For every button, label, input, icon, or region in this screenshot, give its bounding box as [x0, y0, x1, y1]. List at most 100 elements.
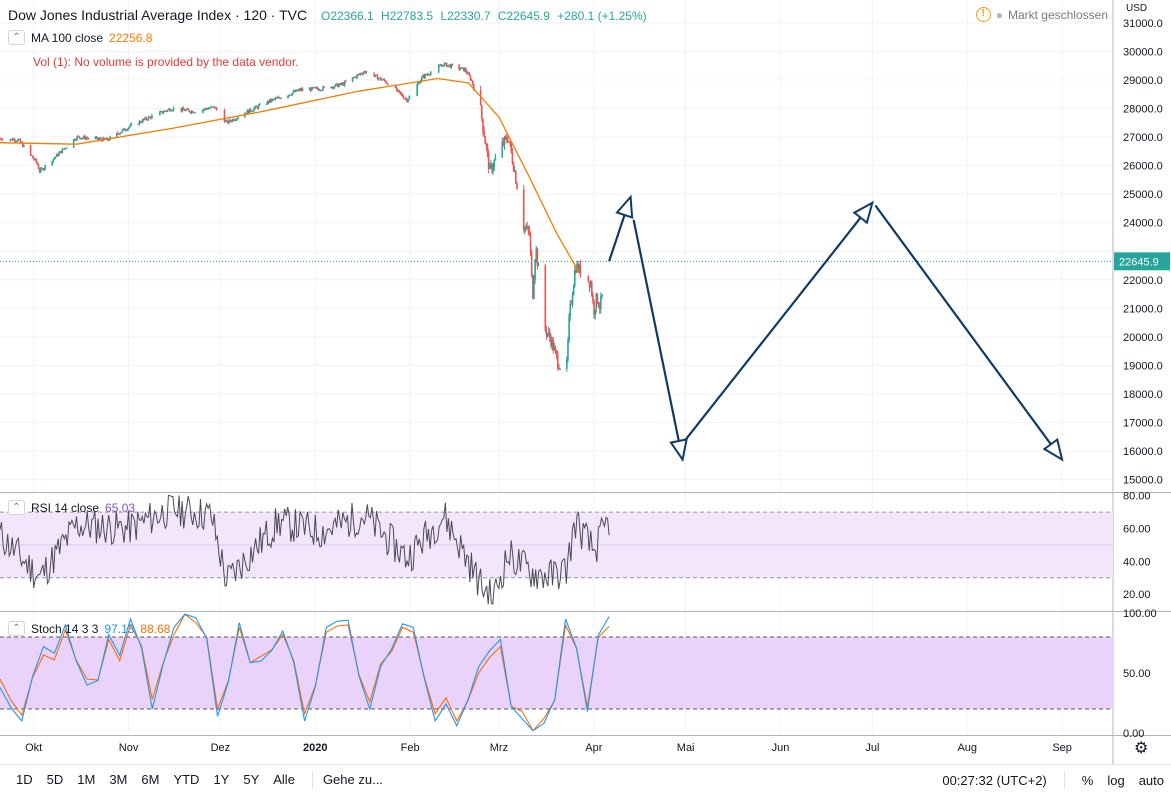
candle-254: [402, 95, 405, 99]
candle-body-76: [120, 132, 123, 134]
stoch-k-value: 97.13: [104, 621, 135, 636]
candle-173: [274, 96, 277, 101]
candle-16: [29, 144, 32, 156]
candle-56: [86, 136, 89, 140]
candle-6: [12, 138, 15, 141]
rsi-legend[interactable]: ⌃ RSI 14 close 65.03: [8, 500, 135, 515]
candle-86: [137, 123, 140, 125]
candle-277: [442, 65, 445, 68]
candle-body-142: [228, 119, 230, 124]
stoch-k-line: [0, 613, 610, 732]
candle-302: [482, 118, 484, 136]
candle-281: [447, 65, 449, 68]
log-toggle[interactable]: log: [1107, 772, 1125, 788]
candle-125: [202, 109, 204, 114]
candle-body-108: [169, 108, 171, 112]
settings-gear-icon[interactable]: ⚙: [1134, 740, 1149, 757]
candle-197: [313, 87, 315, 89]
grid-lines: [0, 0, 1113, 733]
candle-body-358: [568, 315, 570, 341]
market-status[interactable]: ! ● Markt geschlossen: [975, 7, 1108, 22]
candle-283: [449, 63, 451, 69]
candle-51: [80, 138, 83, 141]
candle-body-60: [96, 136, 99, 140]
range-ytd[interactable]: YTD: [173, 772, 200, 787]
candle-248: [395, 86, 398, 92]
candle-body-92: [144, 117, 146, 120]
candle-46: [75, 138, 77, 141]
candle-338: [534, 258, 536, 284]
candle-296: [469, 74, 472, 81]
candle-body-373: [592, 295, 594, 301]
candle-body-212: [335, 83, 338, 85]
candle-102: [162, 110, 165, 115]
candle-body-206: [323, 86, 326, 88]
candle-body-247: [394, 85, 397, 89]
range-1m[interactable]: 1M: [77, 772, 96, 787]
ma-legend[interactable]: ⌃ MA 100 close 22256.8: [8, 30, 152, 45]
candle-body-42: [64, 148, 67, 150]
range-6m[interactable]: 6M: [141, 772, 160, 787]
candle-251: [399, 91, 401, 95]
candle-339: [535, 245, 538, 263]
arrow-shaft-2: [684, 216, 862, 441]
candle-body-57: [87, 138, 90, 140]
candle-body-207: [330, 86, 332, 89]
stoch-band: [0, 637, 1113, 709]
candle-body-184: [292, 90, 295, 93]
candle-58: [94, 136, 97, 140]
time-tick-6: Apr: [585, 742, 602, 754]
range-1d[interactable]: 1D: [16, 772, 33, 787]
candle-body-19: [33, 158, 35, 160]
ma-value: 22256.8: [109, 30, 153, 45]
candle-body-287: [459, 68, 462, 70]
stoch-legend[interactable]: ⌃ Stoch 14 3 3 97.13 88.68: [8, 621, 170, 636]
time-tick-9: Jul: [865, 742, 879, 754]
stoch-collapse-chevron-icon[interactable]: ⌃: [8, 621, 25, 636]
range-1y[interactable]: 1Y: [213, 772, 230, 787]
candle-body-137: [215, 107, 218, 110]
symbol-header[interactable]: Dow Jones Industrial Average Index · 120…: [8, 7, 651, 23]
range-all[interactable]: Alle: [273, 772, 295, 787]
candle-325: [513, 165, 516, 173]
candle-117: [186, 107, 188, 111]
range-5y[interactable]: 5Y: [243, 772, 260, 787]
chart-canvas[interactable]: 22645.9 15000.0 16000.0 17000.0 18000.0 19000…: [0, 0, 1171, 764]
candle-body-139: [224, 120, 227, 123]
rsi-collapse-chevron-icon[interactable]: ⌃: [8, 500, 25, 515]
candle-body-250: [398, 90, 400, 92]
candle-body-230: [361, 73, 364, 75]
goto-button[interactable]: Gehe zu...: [322, 772, 383, 787]
percent-toggle[interactable]: %: [1081, 772, 1094, 788]
collapse-chevron-icon[interactable]: ⌃: [8, 30, 25, 45]
rsi-tick-3: 80.00: [1123, 491, 1151, 503]
candle-160: [254, 105, 256, 110]
candle-228: [359, 73, 362, 76]
candle-327: [516, 181, 518, 190]
candle-body-289: [461, 67, 464, 69]
candle-body-91: [143, 119, 145, 121]
candle-130: [207, 106, 210, 110]
candle-246: [386, 82, 389, 86]
candle-211: [334, 83, 337, 87]
candle-body-102: [162, 112, 165, 114]
clock-timezone[interactable]: 00:27:32 (UTC+2): [942, 772, 1047, 788]
auto-toggle[interactable]: auto: [1138, 772, 1164, 788]
candle-body-203: [320, 90, 322, 92]
candle-234: [373, 72, 375, 78]
candle-361: [571, 291, 574, 308]
candle-210: [333, 85, 336, 90]
price-tick-3: 18000.0: [1123, 389, 1163, 401]
candle-224: [355, 76, 357, 79]
range-5d[interactable]: 5D: [46, 772, 64, 787]
candle-141: [227, 120, 229, 124]
candle-body-120: [189, 111, 192, 113]
candle-body-133: [211, 106, 213, 108]
candle-320: [508, 141, 510, 143]
candle-253: [401, 93, 404, 97]
range-3m[interactable]: 3M: [109, 772, 128, 787]
candle-100: [160, 110, 162, 113]
candle-161: [255, 105, 258, 108]
symbol-title[interactable]: Dow Jones Industrial Average Index · 120…: [8, 7, 308, 23]
candle-body-285: [451, 64, 454, 66]
